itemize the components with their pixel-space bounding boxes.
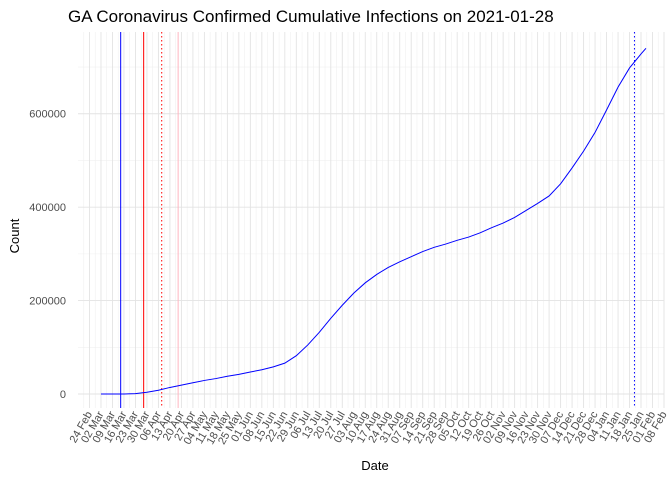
y-tick-label: 0 [60,389,66,401]
x-axis-title: Date [361,458,388,473]
y-axis-ticks: 0 200000 400000 600000 [29,109,66,401]
y-axis-title: Count [7,218,22,253]
series-layer [100,48,647,395]
y-tick-label: 600000 [29,109,66,121]
grid-major [78,32,665,408]
grid-minor [78,32,664,408]
chart-title: GA Coronavirus Confirmed Cumulative Infe… [68,7,554,26]
reference-lines [120,32,635,408]
y-tick-label: 200000 [29,296,66,308]
series-line [100,48,647,395]
y-tick-label: 400000 [29,202,66,214]
